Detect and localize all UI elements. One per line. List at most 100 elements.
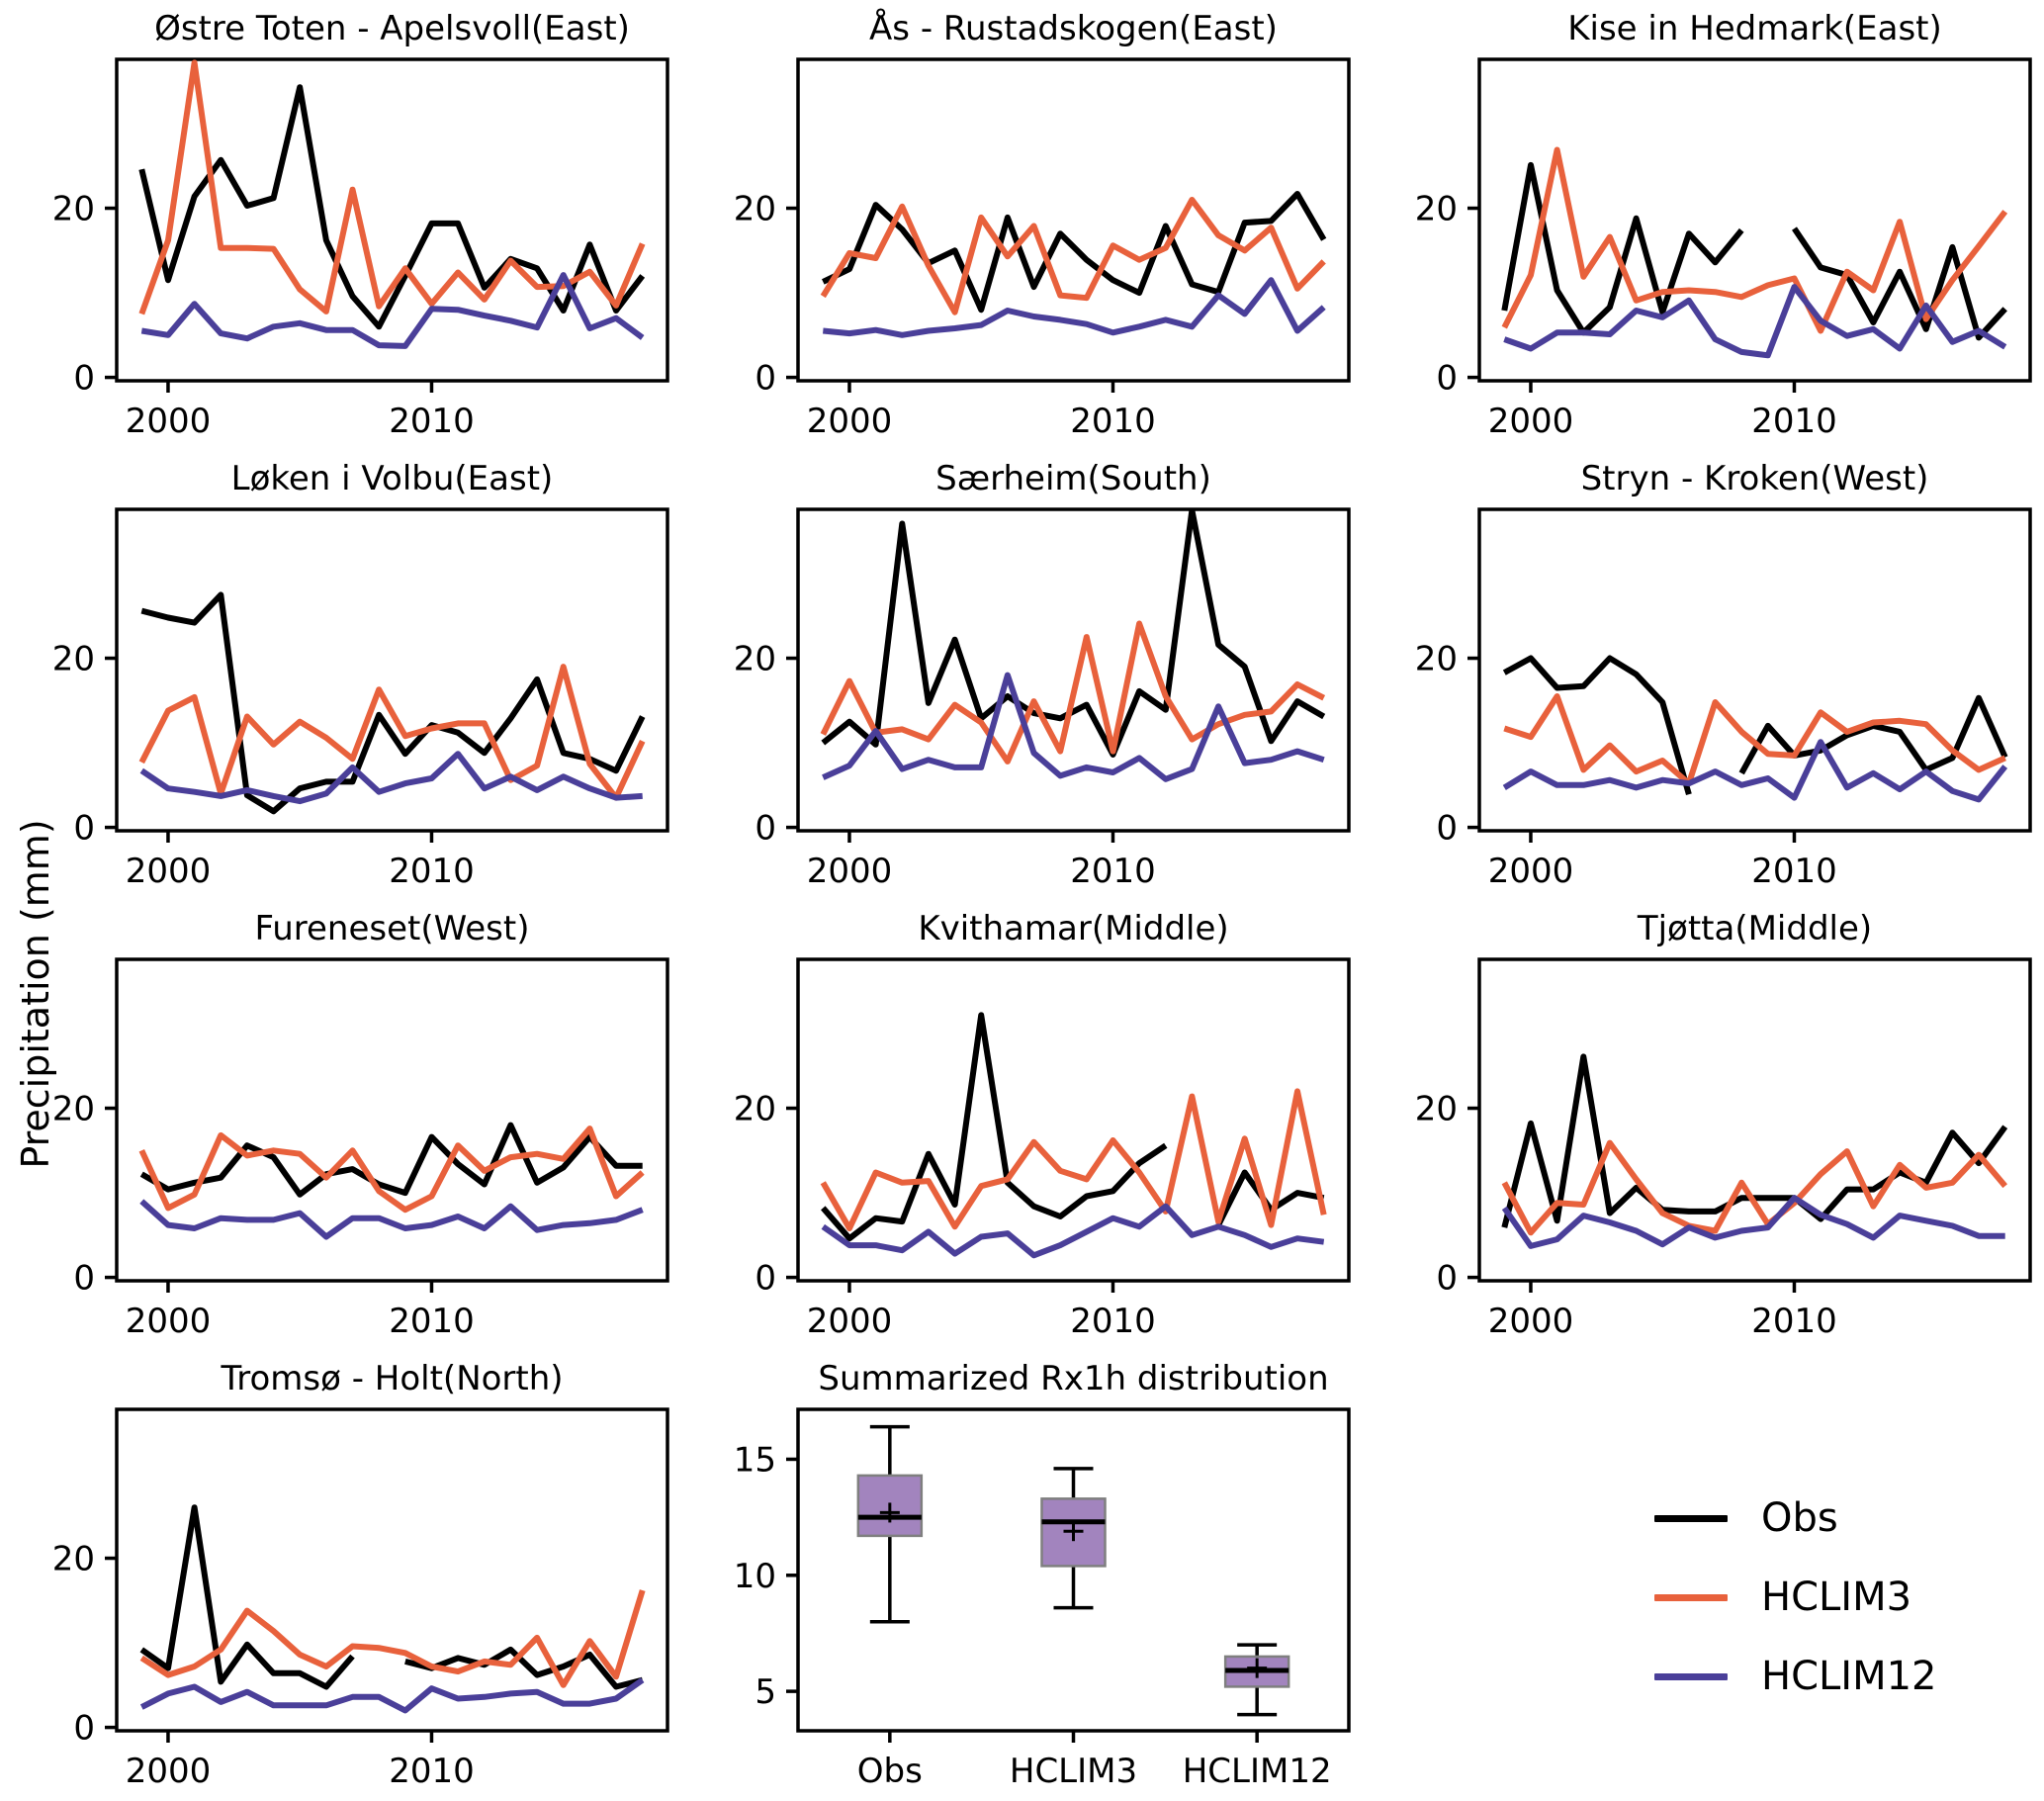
- legend-label-hclim3: HCLIM3: [1761, 1575, 1912, 1620]
- axes-frame: [796, 957, 1351, 1283]
- x-tick-label: 2010: [389, 1302, 475, 1341]
- series-line-hclim3: [820, 1088, 1327, 1231]
- series-line-hclim12: [139, 1677, 645, 1714]
- x-tick-label: 2010: [1070, 1302, 1156, 1341]
- x-tick-label: 2010: [1070, 852, 1156, 891]
- x-tick-label: HCLIM3: [1010, 1752, 1137, 1791]
- chart-title: Summarized Rx1h distribution: [818, 1359, 1328, 1398]
- series-line-hclim3: [820, 620, 1326, 765]
- x-tick-label: 2010: [1751, 852, 1837, 891]
- panel-summarized-rx1h-boxplot: Summarized Rx1h distribution 5 10 15 Obs HCLI…: [681, 1350, 1363, 1800]
- chart-title: Særheim(South): [935, 459, 1211, 498]
- y-tick-label: 0: [1436, 809, 1458, 849]
- y-tick-label: 20: [734, 1090, 776, 1129]
- chart-title: Tjøtta(Middle): [1637, 909, 1872, 948]
- series-line-obs: [1501, 161, 1744, 336]
- hclim3-line-swatch-icon: [1654, 1593, 1728, 1601]
- series-line-hclim3: [820, 197, 1326, 315]
- series-line-hclim12: [1502, 739, 2008, 803]
- series-line-hclim3: [139, 1589, 646, 1688]
- series-line-obs: [1792, 226, 2007, 341]
- series-group: [1502, 655, 2008, 803]
- y-tick-label: 0: [73, 1709, 95, 1749]
- y-tick-label: 20: [1415, 1090, 1458, 1129]
- y-tick-label: 20: [52, 640, 95, 679]
- y-tick-label: 0: [755, 1259, 776, 1299]
- x-tick-label: 2000: [1488, 402, 1574, 441]
- box-obs: [856, 1474, 924, 1538]
- y-tick-label: 0: [1436, 1259, 1458, 1299]
- series-line-obs: [821, 1012, 1168, 1242]
- x-tick-label: 2000: [126, 402, 212, 441]
- series-line-hclim12: [139, 751, 643, 805]
- series-line-obs: [138, 84, 646, 330]
- series-line-hclim3: [1501, 146, 2008, 334]
- legend-item-hclim3: HCLIM3: [1654, 1577, 1911, 1617]
- y-tick-label: 0: [73, 1259, 95, 1299]
- series-line-obs: [822, 191, 1327, 314]
- axes-frame: [1477, 57, 2032, 383]
- legend-label-obs: Obs: [1761, 1495, 1838, 1541]
- series-group: [138, 1122, 645, 1240]
- series-line-obs: [140, 591, 646, 815]
- x-tick-label: 2000: [807, 852, 893, 891]
- series-group: [138, 591, 646, 815]
- series-line-hclim3: [1503, 693, 2006, 787]
- axes-frame: [1477, 507, 2032, 833]
- legend-label-hclim12: HCLIM12: [1761, 1654, 1937, 1699]
- y-tick-label: 10: [734, 1557, 776, 1596]
- x-tick-label: Obs: [857, 1752, 923, 1791]
- y-tick-label: 20: [52, 190, 95, 229]
- series-group: [139, 1504, 646, 1714]
- legend: Obs HCLIM3 HCLIM12: [1363, 1350, 2044, 1800]
- series-line-hclim3: [138, 1126, 645, 1214]
- x-tick-label: 2010: [389, 852, 475, 891]
- panel-kvithamar: Kvithamar(Middle) 0 20 2000 2010: [681, 900, 1363, 1350]
- x-tick-label: 2010: [389, 402, 475, 441]
- series-line-hclim12: [823, 277, 1326, 338]
- y-tick-label: 0: [73, 809, 95, 849]
- panel-ostre-toten-apelsvoll: Østre Toten - Apelsvoll(East) 0 20 2000 2010: [0, 0, 681, 450]
- chart-tromso-holt: Tromsø - Holt(North) 0 20 2000 2010: [52, 1359, 669, 1791]
- y-tick-label: 5: [755, 1672, 776, 1712]
- series-group: [820, 191, 1327, 338]
- y-tick-label: 20: [1415, 190, 1458, 229]
- axes-frame: [115, 957, 669, 1283]
- series-group: [820, 509, 1326, 782]
- obs-line-swatch-icon: [1654, 1514, 1728, 1522]
- x-tick-label: 2000: [807, 1302, 893, 1341]
- axes-frame: [1477, 957, 2032, 1283]
- chart-title: Stryn - Kroken(West): [1581, 459, 1929, 498]
- y-tick-label: 20: [52, 1090, 95, 1129]
- x-tick-label: 2010: [389, 1752, 475, 1791]
- series-line-hclim12: [821, 1203, 1325, 1259]
- x-tick-label: 2010: [1751, 1302, 1837, 1341]
- series-line-obs: [1502, 655, 1692, 796]
- chart-title: Ås - Rustadskogen(East): [869, 8, 1278, 48]
- series-line-hclim3: [138, 59, 646, 315]
- axes-frame: [796, 57, 1351, 383]
- chart-title: Tromsø - Holt(North): [220, 1359, 563, 1398]
- y-tick-label: 0: [755, 809, 776, 849]
- chart-fureneset: Fureneset(West) 0 20 2000 2010: [52, 909, 669, 1341]
- series-group: [820, 1012, 1327, 1259]
- y-tick-label: 0: [755, 359, 776, 399]
- chart-title: Østre Toten - Apelsvoll(East): [154, 9, 630, 48]
- series-line-obs: [139, 1504, 355, 1690]
- x-tick-label: 2000: [1488, 852, 1574, 891]
- y-tick-label: 20: [52, 1540, 95, 1579]
- panel-saerheim: Særheim(South) 0 20 2000 2010: [681, 450, 1363, 900]
- y-tick-label: 0: [73, 359, 95, 399]
- hclim12-line-swatch-icon: [1654, 1672, 1728, 1680]
- legend-item-hclim12: HCLIM12: [1654, 1657, 1937, 1696]
- chart-title: Kvithamar(Middle): [918, 909, 1228, 948]
- chart-title: Løken i Volbu(East): [231, 459, 554, 498]
- chart-tjotta: Tjøtta(Middle) 0 20 2000 2010: [1415, 909, 2032, 1341]
- series-line-hclim3: [1501, 1139, 2007, 1236]
- series-line-obs: [139, 1122, 643, 1198]
- series-line-hclim12: [140, 272, 645, 349]
- y-tick-label: 20: [734, 190, 776, 229]
- x-tick-label: 2010: [1070, 402, 1156, 441]
- chart-saerheim: Særheim(South) 0 20 2000 2010: [734, 459, 1351, 891]
